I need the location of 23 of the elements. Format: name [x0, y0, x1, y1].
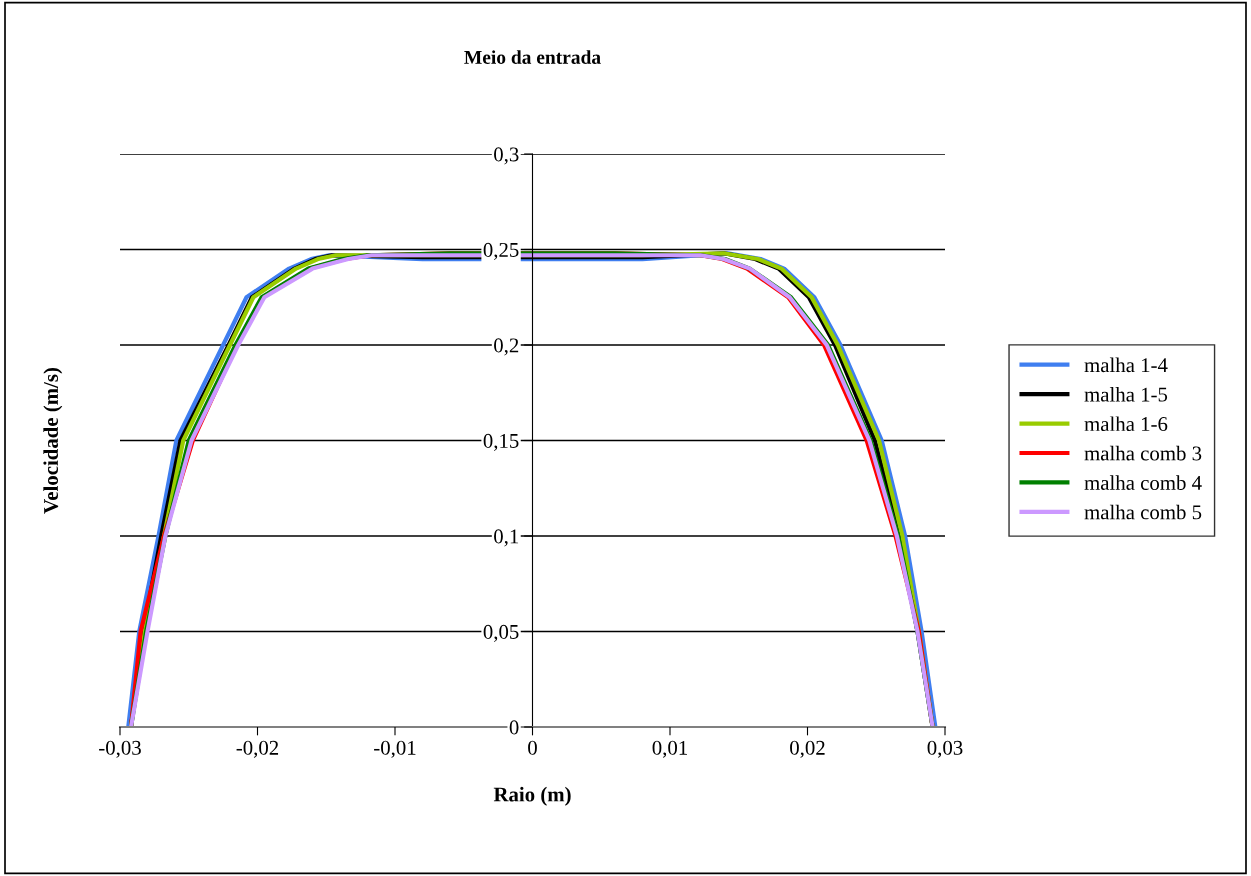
- y-tick-label: 0,2: [494, 338, 519, 356]
- y-tick-label: 0,05: [483, 624, 519, 642]
- legend-label: malha comb 5: [1084, 504, 1202, 520]
- x-axis-title: Raio (m): [493, 786, 571, 806]
- y-tick-label: 0,3: [494, 147, 519, 165]
- legend-label: malha 1-5: [1084, 386, 1168, 402]
- x-tick-label: -0,02: [236, 740, 279, 758]
- x-tick-label: 0,03: [927, 740, 963, 758]
- y-tick-label: 0,1: [494, 529, 519, 547]
- x-tick-label: 0,01: [652, 740, 687, 758]
- chart-title: Meio da entrada: [464, 50, 601, 64]
- legend-label: malha 1-6: [1084, 416, 1168, 432]
- legend-label: malha 1-4: [1084, 357, 1168, 373]
- y-tick-label: 0,25: [483, 242, 519, 260]
- x-tick-label: -0,01: [374, 740, 416, 758]
- y-tick-label: 0: [509, 720, 519, 735]
- legend-label: malha comb 3: [1084, 445, 1202, 461]
- x-tick-label: 0: [528, 740, 537, 755]
- legend-label: malha comb 4: [1084, 475, 1202, 490]
- x-tick-label: 0,02: [790, 740, 825, 758]
- y-axis-title: Velocidade (m/s): [43, 368, 63, 514]
- y-tick-label: 0,15: [483, 433, 519, 451]
- x-tick-label: -0,03: [99, 740, 141, 758]
